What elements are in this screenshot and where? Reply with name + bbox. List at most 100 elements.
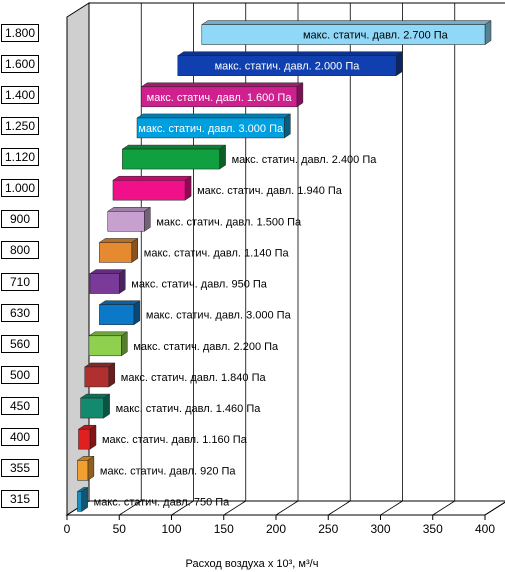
bar: макс. статич. давл. 1.840 Па [83,362,267,388]
data-label: макс. статич. давл. 1.460 Па [116,403,262,415]
bar-top [98,300,141,305]
category-label: 315 [1,490,39,508]
category-label: 450 [1,397,39,415]
x-tick-label: 350 [423,522,443,536]
bar: макс. статич. давл. 1.140 Па [98,237,290,263]
category-label: 1.250 [1,117,39,135]
bar-front [136,117,285,139]
bar: макс. статич. давл. 2.400 Па [121,144,378,170]
bar-side [184,175,192,201]
bar: макс. статич. давл. 3.000 Па [98,300,292,326]
bar-front [140,86,298,108]
bar-side [284,113,291,139]
bar-front [88,335,122,357]
bar-side [144,206,151,232]
bar: макс. статич. давл. 950 Па [89,269,268,295]
bar: макс. статич. давл. 3.000 Па [136,113,292,139]
category-label: 1.400 [1,86,39,104]
chart-bars: макс. статич. давл. 750 Па макс. статич. … [76,20,492,512]
bar-front [80,397,104,419]
bar-top [98,238,139,243]
bar-top [176,51,404,56]
bar-front [78,428,91,450]
category-label: 1.120 [1,148,39,166]
bar-front [99,304,135,325]
category-label: 355 [1,459,39,477]
data-label: макс. статич. давл. 3.000 Па [138,123,284,135]
gridline [432,500,455,516]
bar-front [89,273,120,294]
x-tick-label: 50 [113,522,127,536]
category-label: 630 [1,304,39,322]
gridline [171,500,194,516]
category-label: 500 [1,366,39,384]
data-label: макс. статич. давл. 2.700 Па [303,30,449,42]
data-label: макс. статич. давл. 1.600 Па [147,92,293,104]
x-tick-label: 150 [214,522,234,536]
bar-side [121,331,128,357]
gridline [223,500,246,516]
bar-side [87,455,95,481]
bar-front [77,491,82,512]
bar-side [395,51,403,77]
bar-front [112,179,186,201]
data-label: макс. статич. давл. 2.400 Па [232,154,378,166]
x-tick-label: 300 [370,522,390,536]
bar-top [88,331,129,337]
gridline [328,500,351,516]
category-label: 560 [1,335,39,353]
bar-side [133,300,141,326]
bar-front [77,460,89,481]
bar-top [112,175,192,181]
x-axis: 0 50 100 150 200 250 300 350 400 [64,515,495,536]
bar-front [122,148,220,170]
bar-side [81,486,88,512]
category-label: 1.800 [1,24,39,42]
bar-side [103,393,110,419]
category-label: 1.000 [1,179,39,197]
bar-side [119,269,126,295]
bar: макс. статич. давл. 1.500 Па [106,206,302,232]
data-label: макс. статич. давл. 2.200 Па [133,341,279,353]
bar: макс. статич. давл. 1.160 Па [77,424,248,450]
data-label: макс. статич. давл. 1.840 Па [121,372,267,384]
bar-front [201,24,486,45]
x-tick-label: 0 [64,522,71,536]
data-label: макс. статич. давл. 1.160 Па [102,434,248,446]
data-label: макс. статич. давл. 1.140 Па [144,247,290,259]
x-tick-label: 400 [475,522,495,536]
gridline [380,500,403,516]
data-label: макс. статич. давл. 2.000 Па [215,61,361,73]
bar-top [106,207,152,212]
bar: макс. статич. давл. 1.600 Па [140,82,304,108]
category-label: 800 [1,241,39,259]
bar-side [108,362,116,388]
bar-top [136,113,292,119]
data-label: макс. статич. давл. 1.940 Па [197,185,343,197]
data-label: макс. статич. давл. 950 Па [131,279,268,291]
bar: макс. статич. давл. 1.460 Па [79,393,262,419]
bar-top [200,20,492,25]
x-tick-label: 250 [318,522,338,536]
data-label: макс. статич. давл. 1.500 Па [156,216,302,228]
bar: макс. статич. давл. 920 Па [76,455,237,481]
bar-top [140,82,304,88]
x-tick-label: 100 [161,522,181,536]
bar-side [219,144,226,170]
bar: макс. статич. давл. 2.000 Па [176,51,404,77]
data-label: макс. статич. давл. 920 Па [100,465,237,477]
x-tick-label: 200 [266,522,286,536]
data-label: макс. статич. давл. 750 Па [94,496,231,508]
category-label: 1.600 [1,55,39,73]
bar-side [89,424,97,450]
x-axis-label: Расход воздуха x 10³, м³/ч [186,558,319,570]
bar-side [131,237,139,263]
bar: макс. статич. давл. 1.940 Па [112,175,343,201]
bar: макс. статич. давл. 750 Па [76,486,231,512]
bar: макс. статич. давл. 2.700 Па [200,20,492,46]
category-label: 710 [1,273,39,291]
bar-side [296,82,304,108]
gridline [484,501,505,516]
data-label: макс. статич. давл. 3.000 Па [146,310,292,322]
